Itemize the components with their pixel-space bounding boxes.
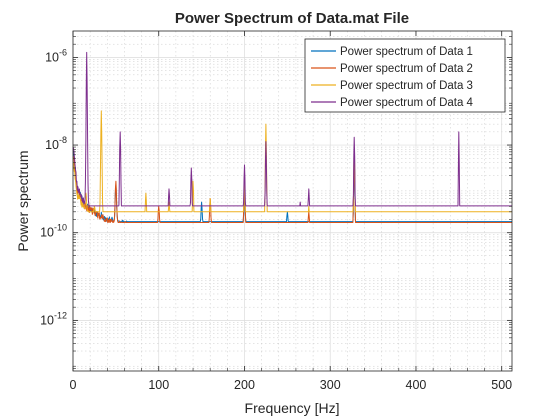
- y-tick-label: 10-12: [40, 310, 67, 327]
- legend-label: Power spectrum of Data 3: [340, 80, 473, 92]
- legend-label: Power spectrum of Data 1: [340, 46, 473, 58]
- legend-label: Power spectrum of Data 2: [340, 63, 473, 75]
- x-tick-label: 0: [70, 378, 77, 392]
- x-tick-label: 300: [320, 378, 341, 392]
- y-tick-label: 10-10: [40, 223, 67, 240]
- series-line: [72, 150, 513, 223]
- y-axis-label: Power spectrum: [15, 150, 31, 251]
- x-tick-labels: 0 100 200 300 400 500: [70, 378, 513, 392]
- legend-entries: Power spectrum of Data 1 Power spectrum o…: [311, 46, 474, 109]
- series-layer: [72, 51, 513, 223]
- legend-box: [304, 38, 506, 113]
- x-tick-label: 400: [406, 378, 427, 392]
- x-tick-label: 500: [491, 378, 512, 392]
- series-line: [73, 156, 513, 223]
- plot-area-frame: [72, 30, 513, 372]
- legend-label: Power spectrum of Data 4: [340, 97, 474, 109]
- series-line: [72, 51, 513, 207]
- tick-layer: [72, 31, 512, 371]
- y-tick-label: 10-8: [45, 135, 67, 152]
- x-axis-label: Frequency [Hz]: [245, 400, 340, 416]
- y-tick-labels: 10-12 10-10 10-8 10-6: [40, 47, 67, 327]
- x-tick-label: 200: [234, 378, 255, 392]
- x-tick-label: 100: [148, 378, 169, 392]
- legend: Power spectrum of Data 1 Power spectrum o…: [304, 38, 506, 113]
- chart-title: Power Spectrum of Data.mat File: [175, 10, 409, 27]
- y-tick-label: 10-6: [45, 47, 67, 64]
